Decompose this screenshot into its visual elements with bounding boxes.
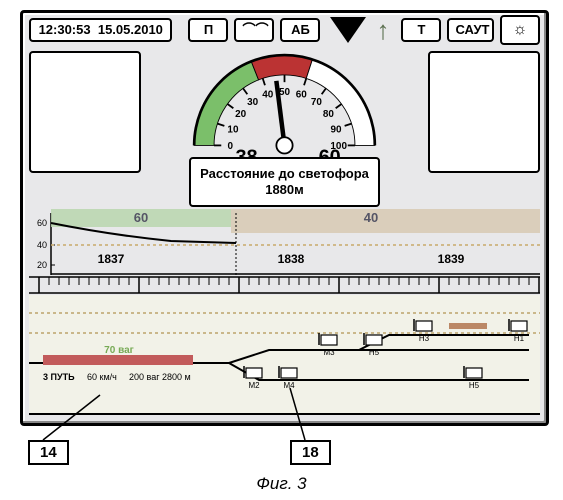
- btn-saut[interactable]: САУТ: [447, 18, 494, 42]
- center-panel: 01020304050607080901003860 Расстояние до…: [149, 51, 420, 201]
- driver-display-screen: 12:30:53 15.05.2010 П ⌒⌒ АБ ↑ Т САУТ ☼ 0…: [20, 10, 549, 426]
- svg-text:60: 60: [134, 210, 148, 225]
- date: 15.05.2010: [98, 22, 163, 37]
- distance-message-box: Расстояние до светофора 1880м: [189, 157, 380, 207]
- speed-gauge: 01020304050607080901003860: [149, 37, 420, 167]
- svg-text:М2: М2: [248, 381, 260, 390]
- svg-text:50: 50: [279, 87, 291, 98]
- svg-text:80: 80: [323, 109, 335, 120]
- svg-text:1839: 1839: [438, 252, 465, 266]
- middle-row: 01020304050607080901003860 Расстояние до…: [29, 51, 540, 201]
- right-panel: [428, 51, 540, 173]
- svg-text:60: 60: [37, 218, 47, 228]
- svg-text:70 ваг: 70 ваг: [104, 345, 134, 356]
- left-panel: [29, 51, 141, 173]
- svg-text:60: 60: [296, 89, 308, 100]
- svg-text:20: 20: [37, 260, 47, 270]
- sun-icon[interactable]: ☼: [500, 15, 540, 45]
- distance-ruler: [29, 275, 540, 295]
- svg-text:М3: М3: [323, 348, 335, 357]
- svg-text:0: 0: [228, 141, 234, 152]
- callout-18: 18: [290, 440, 331, 465]
- svg-text:3 ПУТЬ: 3 ПУТЬ: [43, 372, 75, 382]
- svg-text:Н5: Н5: [469, 381, 480, 390]
- track-schema: 70 ваг 3 ПУТЬ 60 км/ч 200 ваг 2800 м М2 М4 М3 Н…: [29, 295, 540, 415]
- svg-text:Н1: Н1: [514, 334, 525, 343]
- svg-text:40: 40: [37, 240, 47, 250]
- svg-text:М4: М4: [283, 381, 295, 390]
- svg-text:60 км/ч: 60 км/ч: [87, 372, 117, 382]
- svg-text:1837: 1837: [98, 252, 125, 266]
- svg-text:90: 90: [331, 124, 343, 135]
- svg-text:70: 70: [311, 97, 323, 108]
- svg-text:Н3: Н3: [419, 334, 430, 343]
- callout-14: 14: [28, 440, 69, 465]
- svg-text:10: 10: [227, 124, 239, 135]
- svg-text:30: 30: [247, 97, 259, 108]
- figure-caption: Фиг. 3: [0, 474, 563, 494]
- svg-text:20: 20: [235, 109, 247, 120]
- clock: 12:30:53: [39, 22, 91, 37]
- svg-text:Н5: Н5: [369, 348, 380, 357]
- svg-text:1838: 1838: [278, 252, 305, 266]
- svg-text:40: 40: [364, 210, 378, 225]
- svg-text:40: 40: [262, 89, 274, 100]
- speed-profile-chart: 20 40 60 60 40 1837 1838 1839: [29, 205, 540, 275]
- distance-message: Расстояние до светофора 1880м: [197, 166, 372, 197]
- svg-text:200 ваг 2800 м: 200 ваг 2800 м: [129, 372, 191, 382]
